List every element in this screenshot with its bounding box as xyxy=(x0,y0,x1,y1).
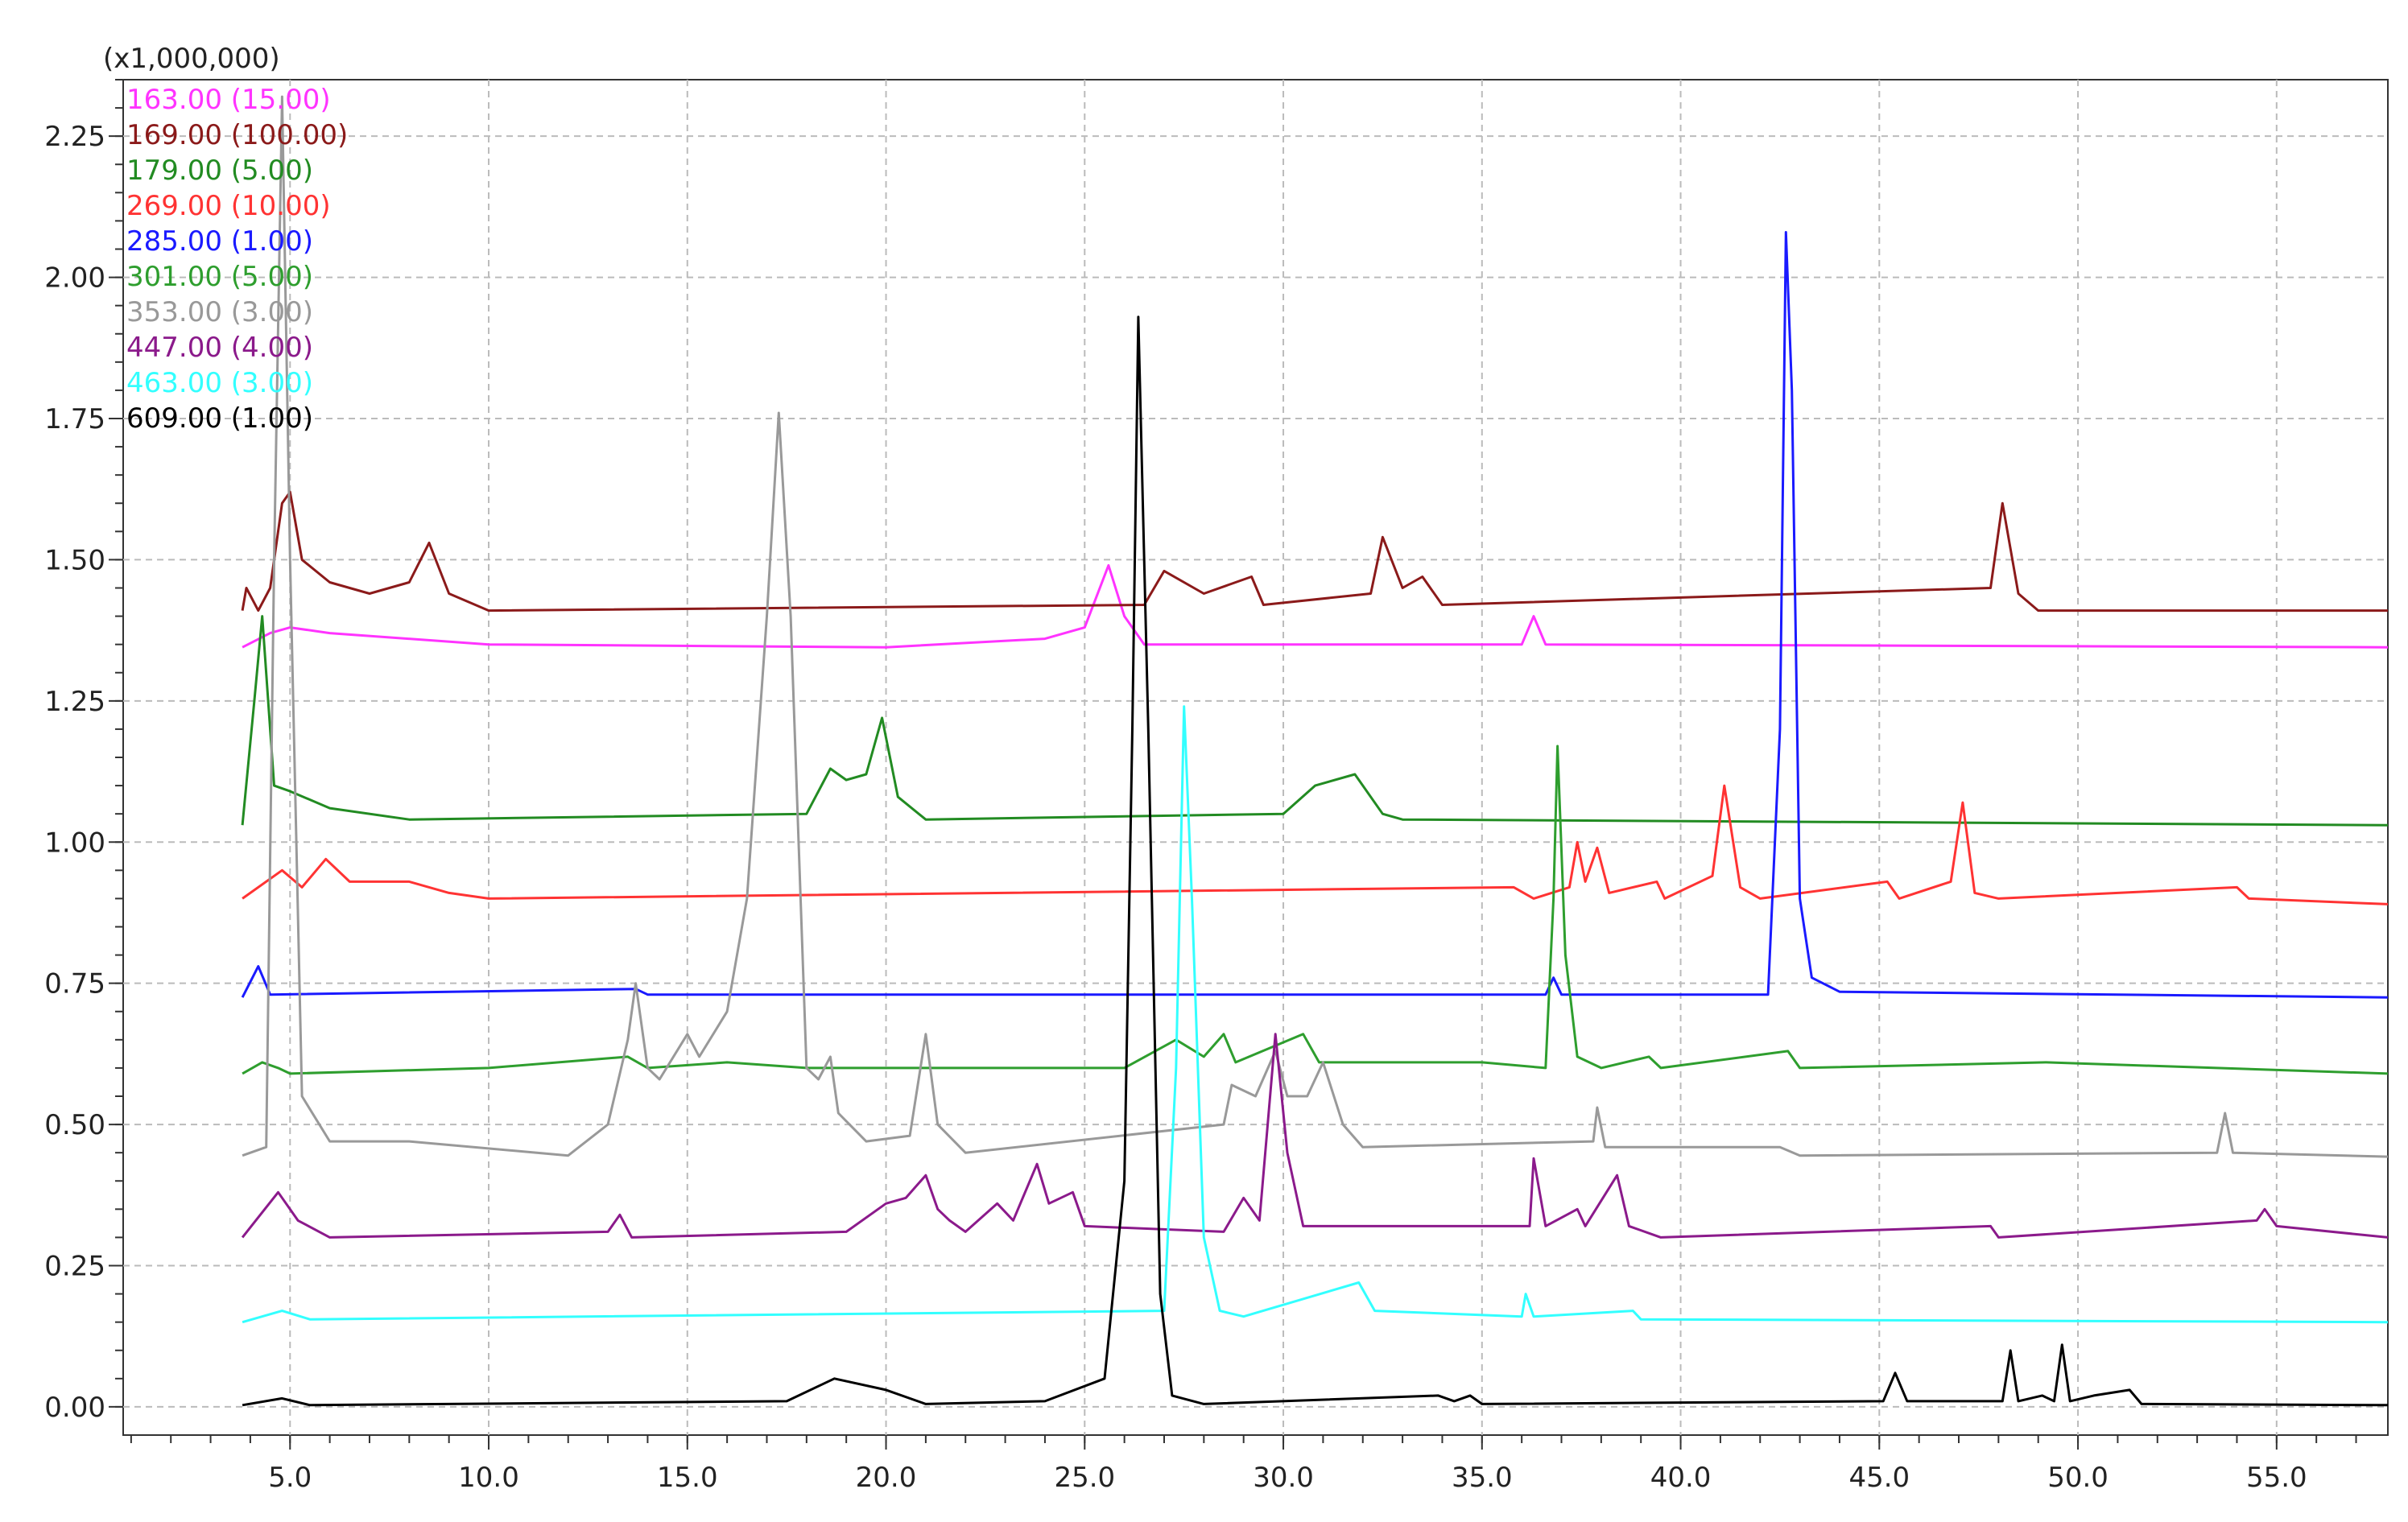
x-tick-label: 10.0 xyxy=(458,1462,519,1494)
series-line xyxy=(242,784,2388,905)
y-tick-label: 0.00 xyxy=(44,1392,105,1424)
legend-entry: 353.00 (3.00) xyxy=(126,296,313,328)
x-tick-label: 45.0 xyxy=(1848,1462,1910,1494)
plot-frame xyxy=(122,79,2389,1436)
y-tick-label: 0.25 xyxy=(44,1251,105,1283)
y-tick-label: 0.50 xyxy=(44,1109,105,1141)
x-tick-label: 20.0 xyxy=(856,1462,917,1494)
legend-entry: 163.00 (15.00) xyxy=(126,84,331,116)
series-line xyxy=(242,563,2388,649)
legend-entry: 447.00 (4.00) xyxy=(126,332,313,364)
y-tick-label: 1.50 xyxy=(44,544,105,576)
legend-entry: 169.00 (100.00) xyxy=(126,119,348,151)
x-tick-label: 15.0 xyxy=(657,1462,718,1494)
x-tick-label: 40.0 xyxy=(1650,1462,1712,1494)
x-tick-label: 5.0 xyxy=(268,1462,312,1494)
legend-entry: 463.00 (3.00) xyxy=(126,367,313,399)
legend-entry: 285.00 (1.00) xyxy=(126,225,313,258)
series-line xyxy=(241,1033,2388,1239)
legend-entry: 301.00 (5.00) xyxy=(126,261,313,293)
legend-entry: 609.00 (1.00) xyxy=(126,402,313,435)
y-tick-label: 1.00 xyxy=(44,827,105,859)
y-tick-label: 2.25 xyxy=(44,121,105,153)
series-line xyxy=(242,316,2388,1407)
series-line xyxy=(242,705,2388,1324)
series-line xyxy=(241,615,2388,827)
series-line xyxy=(241,231,2388,999)
x-tick-label: 55.0 xyxy=(2246,1462,2307,1494)
plot-lines xyxy=(241,95,2388,1407)
y-multiplier: (x1,000,000) xyxy=(103,43,280,75)
legend-entry: 179.00 (5.00) xyxy=(126,155,313,187)
x-tick-label: 25.0 xyxy=(1054,1462,1115,1494)
y-tick-label: 2.00 xyxy=(44,262,105,295)
y-tick-label: 1.75 xyxy=(44,403,105,435)
y-tick-label: 0.75 xyxy=(44,968,105,1000)
x-tick-label: 35.0 xyxy=(1452,1462,1513,1494)
x-tick-label: 30.0 xyxy=(1253,1462,1314,1494)
series-line xyxy=(241,490,2388,613)
y-tick-label: 1.25 xyxy=(44,686,105,718)
x-tick-label: 50.0 xyxy=(2047,1462,2109,1494)
series-line xyxy=(242,745,2388,1075)
series-line xyxy=(242,95,2388,1158)
legend-entry: 269.00 (10.00) xyxy=(126,190,331,222)
